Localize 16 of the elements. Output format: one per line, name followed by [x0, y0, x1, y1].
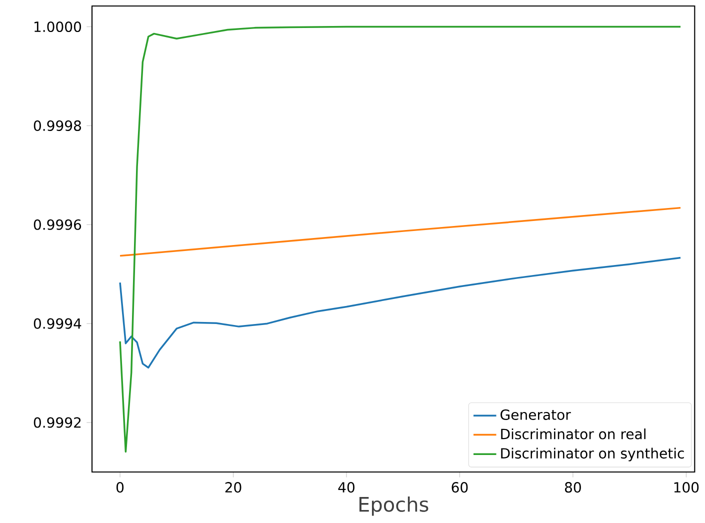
- legend-label: Generator: [500, 409, 571, 420]
- x-axis-title: Epochs: [359, 496, 428, 516]
- x-tick-label: 40: [338, 482, 354, 493]
- x-tick-label: 20: [225, 482, 242, 493]
- x-tick-label: 80: [564, 482, 581, 493]
- x-tick-label: 60: [452, 482, 468, 493]
- legend-label: Discriminator on real: [501, 428, 646, 440]
- x-tick-label: 0: [116, 482, 124, 493]
- x-tick-label: 100: [674, 482, 699, 493]
- y-tick-label: 1.0000: [34, 21, 82, 32]
- y-tick-label: 0.9992: [34, 417, 81, 428]
- y-tick-label: 0.9998: [34, 120, 81, 131]
- y-tick-label: 0.9996: [34, 219, 82, 230]
- y-tick-label: 0.9994: [34, 318, 82, 329]
- legend-label: Discriminator on synthetic: [501, 448, 684, 462]
- line-series: [119, 256, 682, 368]
